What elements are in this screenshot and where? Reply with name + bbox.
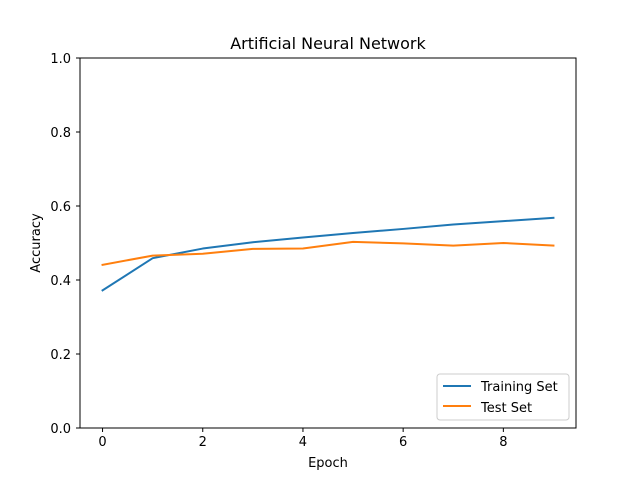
series-line-test-set	[101, 240, 555, 266]
y-tick-label: 0.4	[50, 274, 71, 289]
y-tick-label: 0.0	[50, 422, 71, 437]
x-tick-label: 0	[98, 435, 106, 450]
y-axis-label: Accuracy	[29, 213, 44, 273]
legend-label-test-set: Test Set	[480, 401, 532, 416]
y-tick-label: 0.2	[50, 348, 71, 363]
x-tick-label: 6	[399, 435, 407, 450]
ticks-layer: 0 2 4 6 8 0.0 0.2 0.4 0.6 0.8 1.0	[50, 52, 507, 450]
x-tick-label: 4	[299, 435, 307, 450]
x-axis-label: Epoch	[308, 456, 348, 471]
y-tick-label: 1.0	[50, 52, 71, 67]
x-tick-label: 2	[199, 435, 207, 450]
chart-title: Artificial Neural Network	[230, 34, 426, 53]
series-layer	[101, 216, 555, 292]
legend-label-training-set: Training Set	[480, 380, 558, 395]
y-tick-label: 0.8	[50, 126, 71, 141]
y-tick-label: 0.6	[50, 200, 71, 215]
plot-frame	[79, 57, 577, 429]
x-tick-label: 8	[499, 435, 507, 450]
series-line-training-set	[101, 216, 555, 292]
legend: Training Set Test Set	[436, 373, 570, 421]
